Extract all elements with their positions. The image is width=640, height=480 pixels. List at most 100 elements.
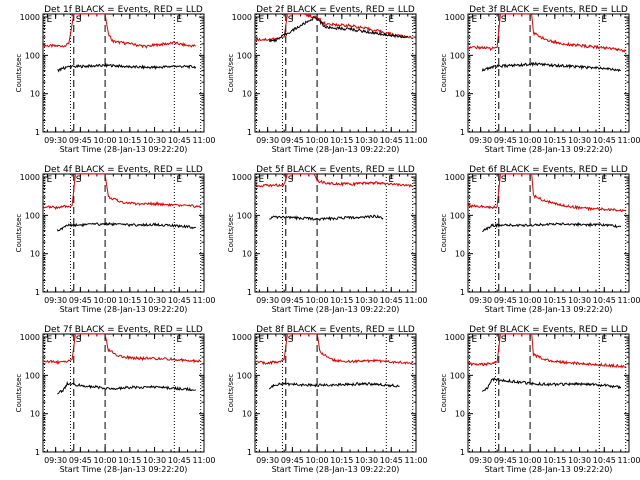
y-axis-label: Counts/sec: [440, 214, 448, 253]
y-tick-label: 10: [455, 90, 465, 99]
x-tick-label: 10:45: [380, 296, 403, 305]
x-axis-label: Start Time (28-Jan-13 09:22:20): [60, 145, 188, 154]
lld-series-line: [43, 334, 201, 365]
y-axis: 1 10 100 1000 Counts/sec: [15, 13, 204, 137]
panel-det-4: Det 4f BLACK = Events, RED = LLD 1 10 100 10…: [15, 165, 216, 314]
y-tick-label: 1: [247, 288, 252, 297]
x-axis-label: Start Time (28-Jan-13 09:22:20): [60, 305, 188, 314]
x-tick-label: 09:30: [256, 296, 279, 305]
panel-det-9: Det 9f BLACK = Events, RED = LLD 1 10 100 10…: [440, 325, 640, 474]
x-axis-label: Start Time (28-Jan-13 09:22:20): [485, 145, 613, 154]
lld-series-line: [468, 174, 626, 212]
x-tick-label: 09:30: [469, 296, 492, 305]
x-tick-label: 09:45: [69, 296, 92, 305]
y-tick-label: 1: [460, 448, 465, 457]
y-axis: 1 10 100 1000 Counts/sec: [440, 173, 629, 297]
y-axis-label: Counts/sec: [15, 54, 23, 93]
marker-label-S: S: [288, 15, 294, 25]
y-tick-label: 10: [242, 410, 252, 419]
x-tick-label: 10:00: [306, 296, 329, 305]
x-tick-label: 10:30: [143, 456, 166, 465]
x-tick-label: 10:30: [355, 136, 378, 145]
y-tick-label: 100: [237, 211, 252, 220]
panel-title: Det 3f BLACK = Events, RED = LLD: [469, 5, 628, 15]
x-tick-label: 09:30: [256, 456, 279, 465]
x-tick-label: 10:30: [143, 296, 166, 305]
x-tick-label: 10:45: [593, 136, 616, 145]
y-tick-label: 100: [450, 51, 465, 60]
y-tick-label: 1: [460, 288, 465, 297]
x-tick-label: 11:00: [617, 136, 640, 145]
marker-label-S: S: [288, 175, 294, 185]
x-tick-label: 10:45: [168, 296, 191, 305]
x-axis: 09:30 09:45 10:00 10:15 10:30 10:45 11:00 Start…: [44, 174, 216, 314]
y-axis-label: Counts/sec: [440, 54, 448, 93]
y-tick-label: 100: [450, 371, 465, 380]
x-axis-label: Start Time (28-Jan-13 09:22:20): [272, 145, 400, 154]
x-tick-label: 10:15: [330, 136, 353, 145]
y-tick-label: 100: [237, 371, 252, 380]
x-tick-label: 10:45: [593, 296, 616, 305]
x-tick-label: 10:00: [94, 456, 117, 465]
marker-label-E: E: [388, 15, 394, 25]
x-tick-label: 09:45: [69, 136, 92, 145]
x-axis: 09:30 09:45 10:00 10:15 10:30 10:45 11:00 Start…: [256, 174, 428, 314]
marker-label-S: S: [288, 335, 294, 345]
events-series-line: [481, 377, 622, 392]
y-tick-label: 100: [25, 51, 40, 60]
panel-det-2: Det 2f BLACK = Events, RED = LLD 1 10 100 10…: [227, 5, 428, 154]
panel-title: Det 6f BLACK = Events, RED = LLD: [469, 165, 628, 175]
plot-frame: [467, 333, 630, 453]
marker-label-E: E: [388, 335, 394, 345]
marker-label-E: E: [47, 15, 53, 25]
panel-title: Det 5f BLACK = Events, RED = LLD: [256, 165, 415, 175]
y-tick-label: 10: [455, 250, 465, 259]
marker-label-E: E: [472, 335, 478, 345]
x-tick-label: 10:15: [118, 296, 141, 305]
panel-det-7: Det 7f BLACK = Events, RED = LLD 1 10 100 10…: [15, 325, 216, 474]
x-tick-label: 10:15: [543, 456, 566, 465]
x-axis-label: Start Time (28-Jan-13 09:22:20): [272, 305, 400, 314]
x-tick-label: 11:00: [404, 136, 427, 145]
x-tick-label: 11:00: [404, 296, 427, 305]
lld-series-line: [255, 334, 414, 366]
x-tick-label: 11:00: [617, 296, 640, 305]
y-tick-label: 1000: [232, 13, 252, 22]
y-axis-label: Counts/sec: [227, 54, 235, 93]
marker-label-E: E: [601, 335, 607, 345]
x-tick-label: 11:00: [404, 456, 427, 465]
y-tick-label: 1000: [232, 173, 252, 182]
x-tick-label: 10:00: [519, 456, 542, 465]
y-tick-label: 1: [247, 128, 252, 137]
panel-det-5: Det 5f BLACK = Events, RED = LLD 1 10 100 10…: [227, 165, 428, 314]
marker-label-E: E: [472, 175, 478, 185]
marker-label-E: E: [259, 175, 265, 185]
x-tick-label: 09:45: [494, 456, 517, 465]
x-tick-label: 10:15: [330, 296, 353, 305]
x-tick-label: 09:45: [69, 456, 92, 465]
x-tick-label: 10:30: [355, 456, 378, 465]
y-tick-label: 10: [30, 90, 40, 99]
marker-label-E: E: [176, 15, 182, 25]
x-tick-label: 10:00: [519, 136, 542, 145]
plot-frame: [42, 333, 205, 453]
x-axis-label: Start Time (28-Jan-13 09:22:20): [485, 465, 613, 474]
y-tick-label: 1: [35, 448, 40, 457]
y-axis-label: Counts/sec: [227, 214, 235, 253]
x-tick-label: 10:30: [568, 136, 591, 145]
y-axis: 1 10 100 1000 Counts/sec: [15, 333, 204, 457]
plot-frame: [467, 173, 630, 293]
x-tick-label: 10:30: [568, 296, 591, 305]
x-tick-label: 09:45: [281, 136, 304, 145]
y-tick-label: 1000: [20, 173, 40, 182]
x-tick-label: 10:00: [519, 296, 542, 305]
plot-frame: [254, 13, 417, 133]
x-tick-label: 09:30: [44, 456, 67, 465]
x-tick-label: 11:00: [192, 136, 215, 145]
